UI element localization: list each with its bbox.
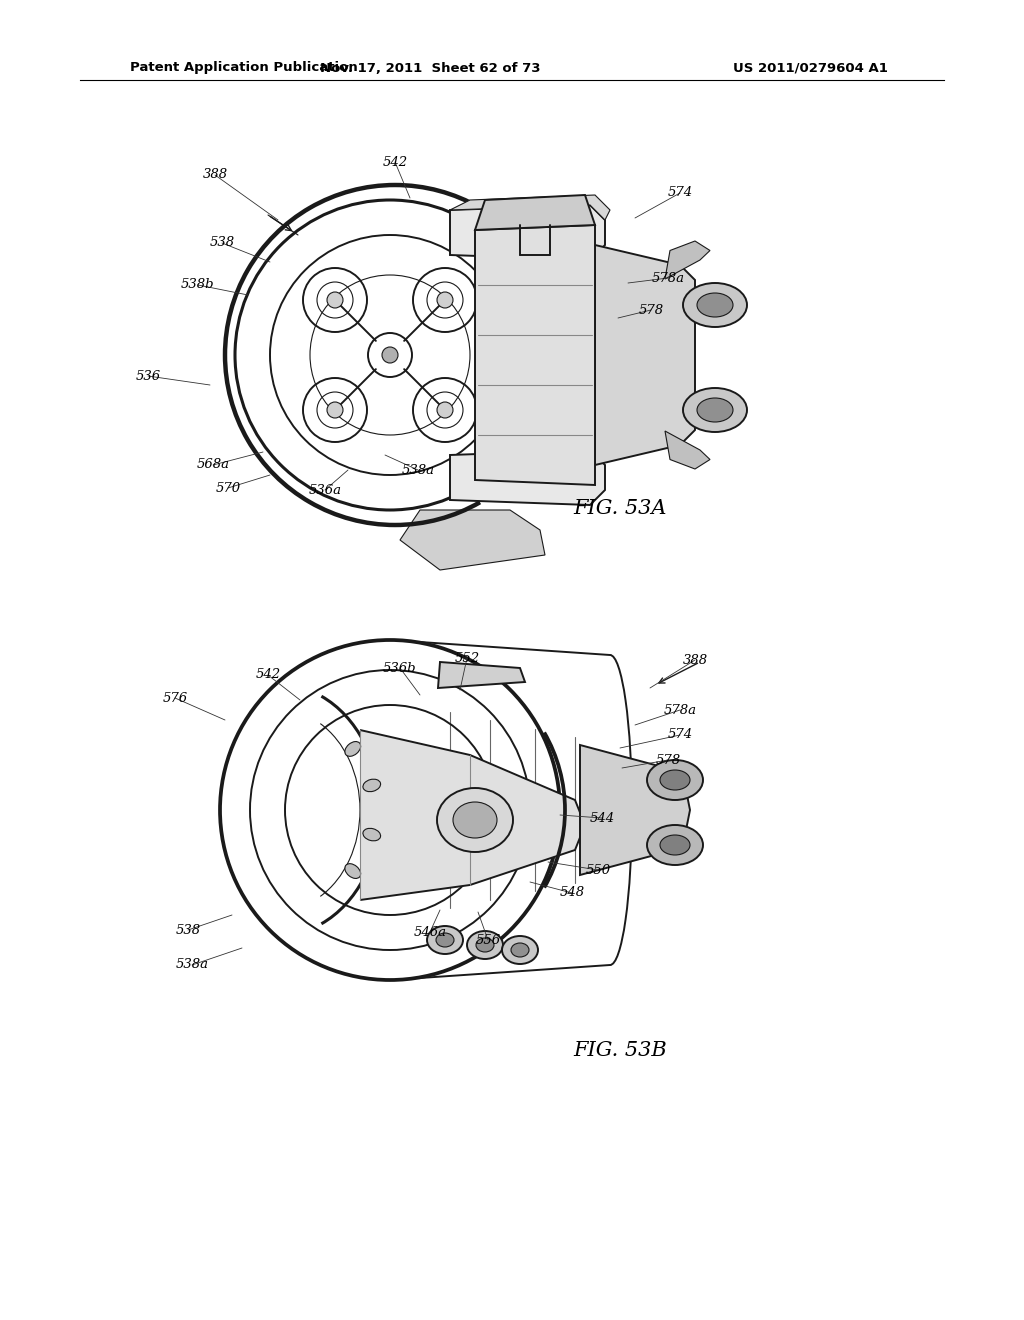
Ellipse shape bbox=[453, 803, 497, 838]
Ellipse shape bbox=[697, 399, 733, 422]
Ellipse shape bbox=[683, 388, 746, 432]
Ellipse shape bbox=[427, 927, 463, 954]
Ellipse shape bbox=[437, 403, 453, 418]
Text: 578: 578 bbox=[655, 754, 681, 767]
Ellipse shape bbox=[362, 779, 381, 792]
Ellipse shape bbox=[362, 829, 381, 841]
Polygon shape bbox=[580, 744, 690, 875]
Ellipse shape bbox=[437, 292, 453, 308]
Text: 388: 388 bbox=[682, 653, 708, 667]
Text: 578a: 578a bbox=[651, 272, 684, 285]
Text: 538: 538 bbox=[210, 236, 234, 249]
Polygon shape bbox=[450, 205, 605, 260]
Ellipse shape bbox=[382, 347, 398, 363]
Polygon shape bbox=[450, 195, 610, 220]
Text: 546a: 546a bbox=[414, 925, 446, 939]
Text: 578a: 578a bbox=[664, 704, 696, 717]
Text: 574: 574 bbox=[668, 186, 692, 199]
Ellipse shape bbox=[476, 939, 494, 952]
Ellipse shape bbox=[436, 933, 454, 946]
Text: 568a: 568a bbox=[197, 458, 229, 471]
Polygon shape bbox=[665, 242, 710, 279]
Text: US 2011/0279604 A1: US 2011/0279604 A1 bbox=[732, 62, 888, 74]
Text: 538a: 538a bbox=[175, 958, 209, 972]
Polygon shape bbox=[450, 450, 605, 506]
Polygon shape bbox=[665, 432, 710, 469]
Ellipse shape bbox=[467, 931, 503, 960]
Text: 550: 550 bbox=[586, 863, 610, 876]
Ellipse shape bbox=[345, 742, 360, 756]
Text: 574: 574 bbox=[668, 729, 692, 742]
Ellipse shape bbox=[697, 293, 733, 317]
Text: 578: 578 bbox=[638, 304, 664, 317]
Text: FIG. 53A: FIG. 53A bbox=[573, 499, 667, 517]
Ellipse shape bbox=[345, 863, 360, 878]
Polygon shape bbox=[438, 663, 525, 688]
Ellipse shape bbox=[660, 836, 690, 855]
Ellipse shape bbox=[647, 760, 703, 800]
Text: 552: 552 bbox=[455, 652, 479, 664]
Polygon shape bbox=[475, 195, 595, 230]
Text: FIG. 53B: FIG. 53B bbox=[573, 1040, 667, 1060]
Text: 536a: 536a bbox=[308, 483, 341, 496]
Ellipse shape bbox=[511, 942, 529, 957]
Text: 536b: 536b bbox=[383, 661, 417, 675]
Text: 570: 570 bbox=[215, 482, 241, 495]
Text: 556: 556 bbox=[475, 933, 501, 946]
Text: 544: 544 bbox=[590, 812, 614, 825]
Text: Patent Application Publication: Patent Application Publication bbox=[130, 62, 357, 74]
Text: 542: 542 bbox=[255, 668, 281, 681]
Polygon shape bbox=[360, 730, 585, 900]
Text: 536: 536 bbox=[135, 370, 161, 383]
Ellipse shape bbox=[327, 292, 343, 308]
Polygon shape bbox=[595, 246, 695, 465]
Text: 548: 548 bbox=[559, 887, 585, 899]
Text: 538b: 538b bbox=[181, 279, 215, 292]
Text: 576: 576 bbox=[163, 692, 187, 705]
Ellipse shape bbox=[327, 403, 343, 418]
Ellipse shape bbox=[437, 788, 513, 851]
Text: 388: 388 bbox=[203, 169, 227, 181]
Polygon shape bbox=[475, 224, 595, 484]
Text: Nov. 17, 2011  Sheet 62 of 73: Nov. 17, 2011 Sheet 62 of 73 bbox=[319, 62, 541, 74]
Text: 538: 538 bbox=[175, 924, 201, 936]
Text: 538a: 538a bbox=[401, 463, 434, 477]
Ellipse shape bbox=[660, 770, 690, 789]
Ellipse shape bbox=[647, 825, 703, 865]
Polygon shape bbox=[400, 510, 545, 570]
Ellipse shape bbox=[502, 936, 538, 964]
Text: 542: 542 bbox=[382, 156, 408, 169]
Ellipse shape bbox=[683, 282, 746, 327]
